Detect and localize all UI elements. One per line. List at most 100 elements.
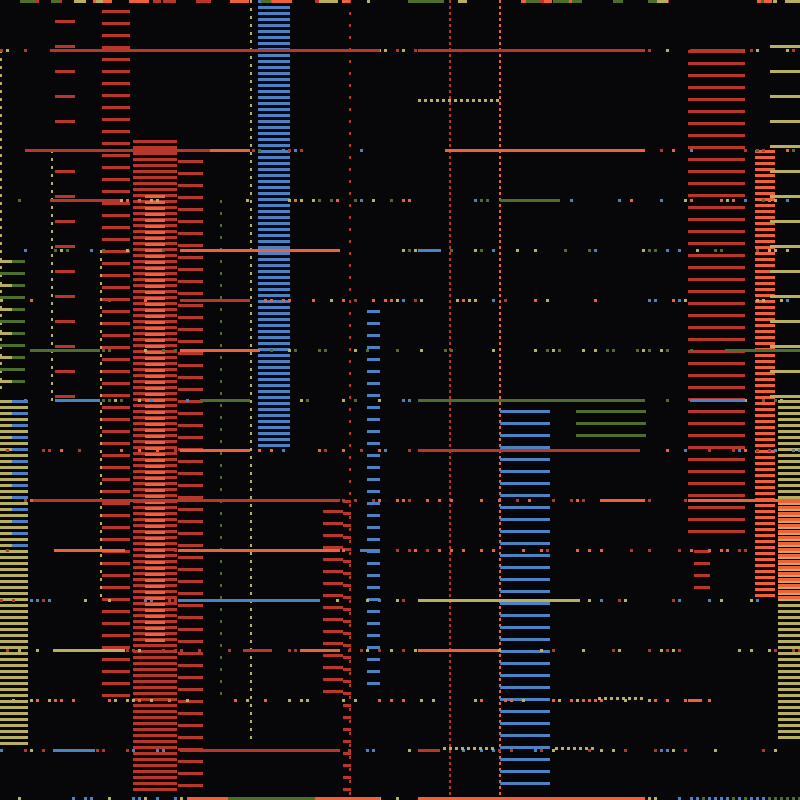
stripe-column xyxy=(12,436,28,439)
stripe-column xyxy=(343,632,351,635)
stripe-column xyxy=(258,210,290,213)
stripe-column xyxy=(367,430,380,433)
dotted-guide xyxy=(220,536,222,539)
dotted-row xyxy=(60,449,63,452)
dotted-row xyxy=(408,749,411,752)
dotted-row xyxy=(504,299,507,302)
dotted-guide xyxy=(0,306,2,309)
stripe-column xyxy=(778,694,800,697)
stripe-column xyxy=(755,444,775,447)
stripe-column xyxy=(755,366,775,369)
dotted-guide xyxy=(250,96,252,99)
stripe-column xyxy=(102,310,130,313)
dotted-row xyxy=(30,599,33,602)
stripe-column xyxy=(0,628,28,631)
dotted-row xyxy=(474,299,477,302)
stripe-column xyxy=(258,414,290,417)
stripe-column xyxy=(258,378,290,381)
dotted-row xyxy=(324,349,327,352)
dotted-row xyxy=(498,499,501,502)
stripe-column xyxy=(178,760,203,763)
dotted-guide xyxy=(349,516,351,519)
dotted-row xyxy=(12,699,15,702)
stripe-column xyxy=(778,580,800,583)
dotted-row xyxy=(552,749,555,752)
dotted-guide xyxy=(449,402,451,405)
stripe-column xyxy=(778,472,800,475)
dotted-guide xyxy=(449,336,451,339)
dotted-guide xyxy=(100,426,102,429)
dotted-guide xyxy=(349,768,351,771)
dotted-row xyxy=(492,299,495,302)
stripe-column xyxy=(0,568,28,571)
stripe-column xyxy=(778,518,800,521)
dotted-guide xyxy=(100,370,102,373)
stripe-column xyxy=(688,482,745,485)
stripe-column xyxy=(0,646,28,649)
stripe-column xyxy=(323,510,343,513)
dotted-row xyxy=(684,499,687,502)
dotted-guide xyxy=(349,756,351,759)
stripe-column xyxy=(500,494,550,497)
stripe-column xyxy=(0,718,28,721)
dotted-guide xyxy=(449,192,451,195)
dotted-guide xyxy=(220,392,222,395)
dotted-row xyxy=(678,249,681,252)
dotted-guide xyxy=(220,200,222,203)
stripe-column xyxy=(133,140,177,143)
dotted-row xyxy=(774,199,777,202)
dotted-row xyxy=(678,797,681,800)
dotted-guide xyxy=(51,358,53,361)
dotted-guide xyxy=(499,18,501,21)
dotted-guide xyxy=(449,228,451,231)
dotted-row xyxy=(186,399,189,402)
stripe-column xyxy=(55,45,75,48)
dotted-row xyxy=(594,699,597,702)
dotted-guide xyxy=(250,176,252,179)
stripe-column xyxy=(778,508,800,511)
stripe-column xyxy=(258,54,290,57)
dotted-row xyxy=(402,649,405,652)
dotted-row xyxy=(479,747,482,750)
dotted-row xyxy=(774,449,777,452)
stripe-column xyxy=(102,118,130,121)
stripe-column xyxy=(258,330,290,333)
stripe-column xyxy=(755,330,775,333)
stripe-column xyxy=(258,312,290,315)
dotted-guide xyxy=(0,170,2,173)
dotted-guide xyxy=(449,78,451,81)
dotted-row xyxy=(156,797,159,800)
dotted-row xyxy=(564,249,567,252)
dotted-row xyxy=(678,549,681,552)
dotted-guide xyxy=(250,608,252,611)
dotted-row xyxy=(774,249,777,252)
dotted-row xyxy=(396,549,399,552)
dotted-guide xyxy=(100,354,102,357)
stripe-column xyxy=(145,297,165,300)
dotted-guide xyxy=(449,666,451,669)
dotted-guide xyxy=(499,546,501,549)
stripe-column xyxy=(178,196,203,199)
dotted-row xyxy=(174,349,177,352)
dotted-guide xyxy=(449,552,451,555)
stripe-column xyxy=(145,507,165,510)
dotted-guide xyxy=(499,486,501,489)
stripe-column xyxy=(323,558,343,561)
stripe-column xyxy=(145,501,165,504)
stripe-column xyxy=(755,432,775,435)
stripe-column xyxy=(0,538,28,541)
dotted-guide xyxy=(499,492,501,495)
dotted-row xyxy=(480,199,483,202)
stripe-column xyxy=(258,168,290,171)
stripe-column xyxy=(778,706,800,709)
dotted-row xyxy=(618,199,621,202)
stripe-column xyxy=(258,348,290,351)
dotted-guide xyxy=(499,744,501,747)
dotted-guide xyxy=(349,192,351,195)
stripe-column xyxy=(145,195,165,198)
stripe-column xyxy=(343,776,351,779)
stripe-column xyxy=(133,758,177,761)
dotted-guide xyxy=(250,128,252,131)
dotted-guide xyxy=(250,576,252,579)
dotted-guide xyxy=(51,182,53,185)
